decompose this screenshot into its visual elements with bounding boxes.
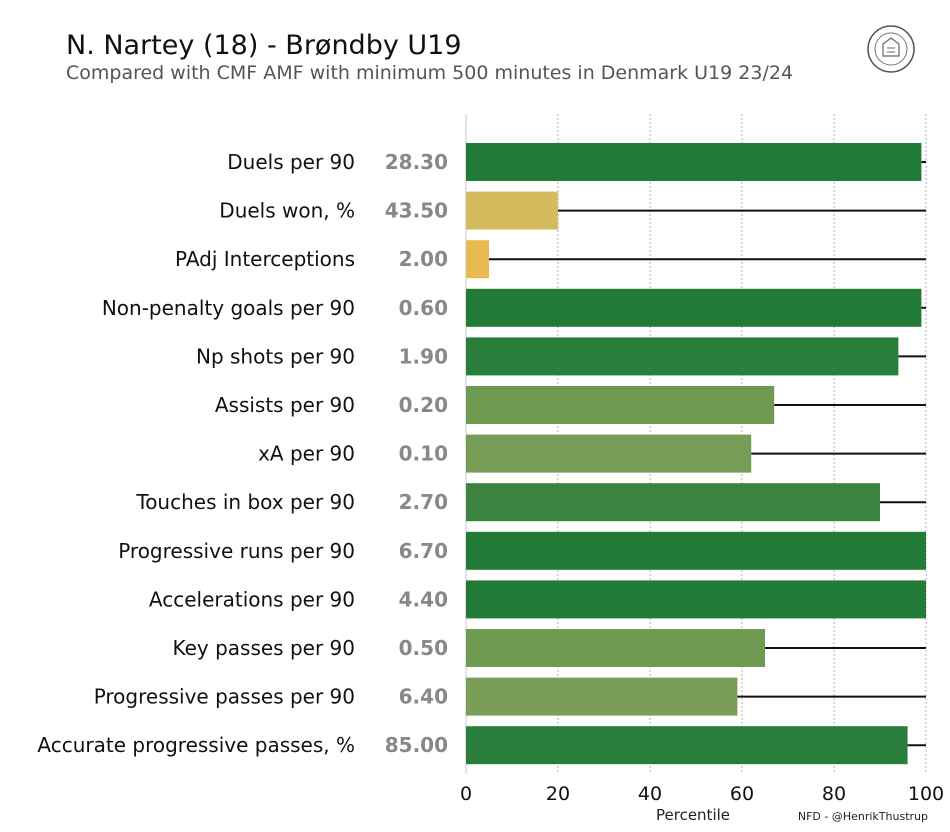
bar bbox=[466, 143, 922, 181]
value-label: 0.60 bbox=[399, 296, 448, 320]
x-tick-label: 80 bbox=[822, 783, 846, 805]
bar bbox=[466, 240, 489, 279]
category-label: Assists per 90 bbox=[215, 393, 355, 417]
bar bbox=[466, 677, 738, 716]
category-label: Np shots per 90 bbox=[196, 344, 355, 368]
value-label: 6.40 bbox=[399, 685, 448, 709]
category-label: Progressive passes per 90 bbox=[94, 685, 355, 709]
chart-subtitle: Compared with CMF AMF with minimum 500 m… bbox=[66, 62, 794, 84]
bar bbox=[466, 191, 558, 230]
category-label: PAdj Interceptions bbox=[175, 247, 355, 271]
bar bbox=[466, 434, 752, 473]
bar bbox=[466, 629, 765, 667]
x-tick-label: 0 bbox=[460, 783, 472, 805]
category-label: Key passes per 90 bbox=[172, 636, 355, 660]
bar bbox=[466, 726, 908, 765]
x-tick-label: 20 bbox=[546, 783, 570, 805]
credit-text: NFD - @HenrikThustrup bbox=[797, 810, 928, 823]
category-label: Duels won, % bbox=[219, 199, 355, 223]
x-tick-label: 40 bbox=[638, 783, 662, 805]
bar bbox=[466, 337, 899, 376]
value-label: 0.50 bbox=[399, 636, 448, 660]
bar bbox=[466, 386, 775, 424]
nordic-football-logo-icon bbox=[867, 25, 915, 73]
x-axis-label: Percentile bbox=[656, 806, 731, 824]
value-label: 0.10 bbox=[399, 442, 448, 466]
category-label: xA per 90 bbox=[258, 442, 355, 466]
x-tick-label: 60 bbox=[730, 783, 754, 805]
bar bbox=[466, 580, 926, 619]
value-label: 4.40 bbox=[399, 587, 448, 611]
category-label: Non-penalty goals per 90 bbox=[102, 296, 355, 320]
value-label: 43.50 bbox=[385, 199, 448, 223]
value-label: 2.00 bbox=[399, 247, 448, 271]
value-label: 28.30 bbox=[385, 150, 448, 174]
value-label: 2.70 bbox=[399, 490, 448, 514]
bar bbox=[466, 531, 926, 570]
chart-title: N. Nartey (18) - Brøndby U19 bbox=[66, 30, 462, 61]
category-label: Accelerations per 90 bbox=[149, 587, 355, 611]
bar bbox=[466, 288, 922, 327]
category-label: Progressive runs per 90 bbox=[118, 539, 355, 563]
value-label: 85.00 bbox=[385, 733, 448, 757]
category-label: Accurate progressive passes, % bbox=[37, 733, 355, 757]
value-label: 6.70 bbox=[399, 539, 448, 563]
x-tick-label: 100 bbox=[908, 783, 944, 805]
bar bbox=[466, 483, 880, 522]
value-label: 0.20 bbox=[399, 393, 448, 417]
value-label: 1.90 bbox=[399, 344, 448, 368]
category-label: Duels per 90 bbox=[227, 150, 355, 174]
category-label: Touches in box per 90 bbox=[135, 490, 355, 514]
